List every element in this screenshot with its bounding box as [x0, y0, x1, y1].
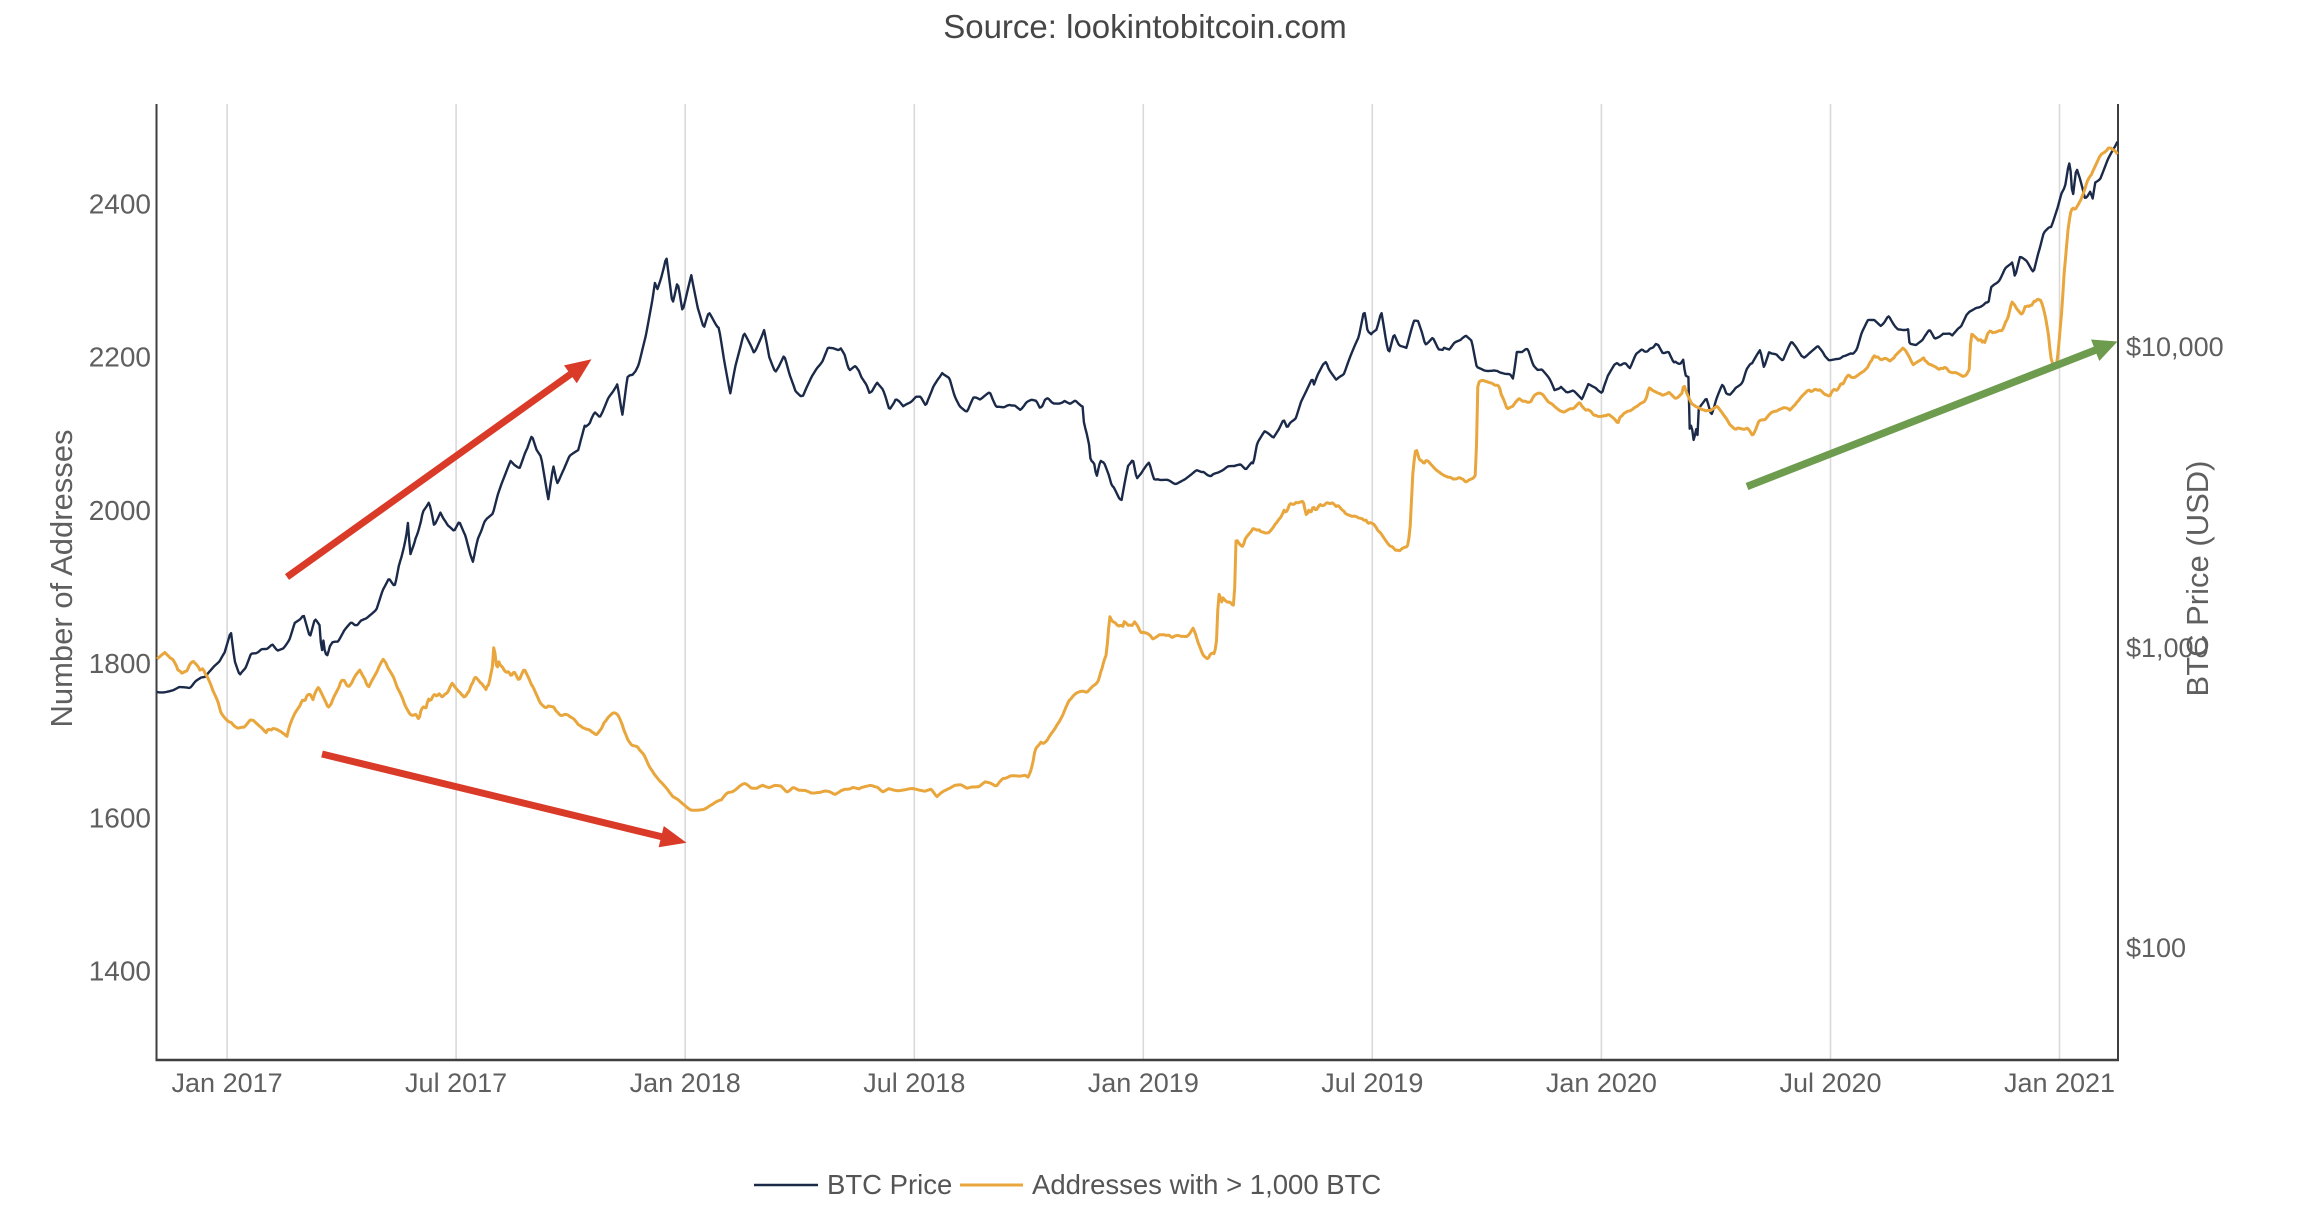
svg-text:Jan 2019: Jan 2019	[1088, 1068, 1199, 1098]
svg-text:Jul 2017: Jul 2017	[405, 1068, 507, 1098]
svg-text:Number of Addresses: Number of Addresses	[44, 429, 79, 727]
svg-text:Jan 2018: Jan 2018	[630, 1068, 741, 1098]
svg-text:Jul 2020: Jul 2020	[1779, 1068, 1881, 1098]
svg-text:1600: 1600	[89, 803, 151, 834]
svg-text:BTC Price: BTC Price	[827, 1169, 952, 1200]
svg-text:1800: 1800	[89, 648, 151, 679]
svg-text:Jul 2019: Jul 2019	[1321, 1068, 1423, 1098]
svg-text:Jan 2020: Jan 2020	[1546, 1068, 1657, 1098]
svg-text:Addresses with > 1,000 BTC: Addresses with > 1,000 BTC	[1032, 1169, 1381, 1200]
svg-text:$1,000: $1,000	[2126, 633, 2209, 663]
svg-text:1400: 1400	[89, 956, 151, 987]
svg-text:Source: lookintobitcoin.com: Source: lookintobitcoin.com	[943, 8, 1347, 45]
svg-text:$100: $100	[2126, 933, 2186, 963]
svg-text:Jul 2018: Jul 2018	[863, 1068, 965, 1098]
svg-text:BTC Price (USD): BTC Price (USD)	[2180, 461, 2215, 697]
svg-text:Jan 2017: Jan 2017	[172, 1068, 283, 1098]
svg-text:2200: 2200	[89, 342, 151, 373]
svg-text:2000: 2000	[89, 495, 151, 526]
svg-text:$10,000: $10,000	[2126, 332, 2224, 362]
svg-text:Jan 2021: Jan 2021	[2004, 1068, 2115, 1098]
svg-text:2400: 2400	[89, 189, 151, 220]
